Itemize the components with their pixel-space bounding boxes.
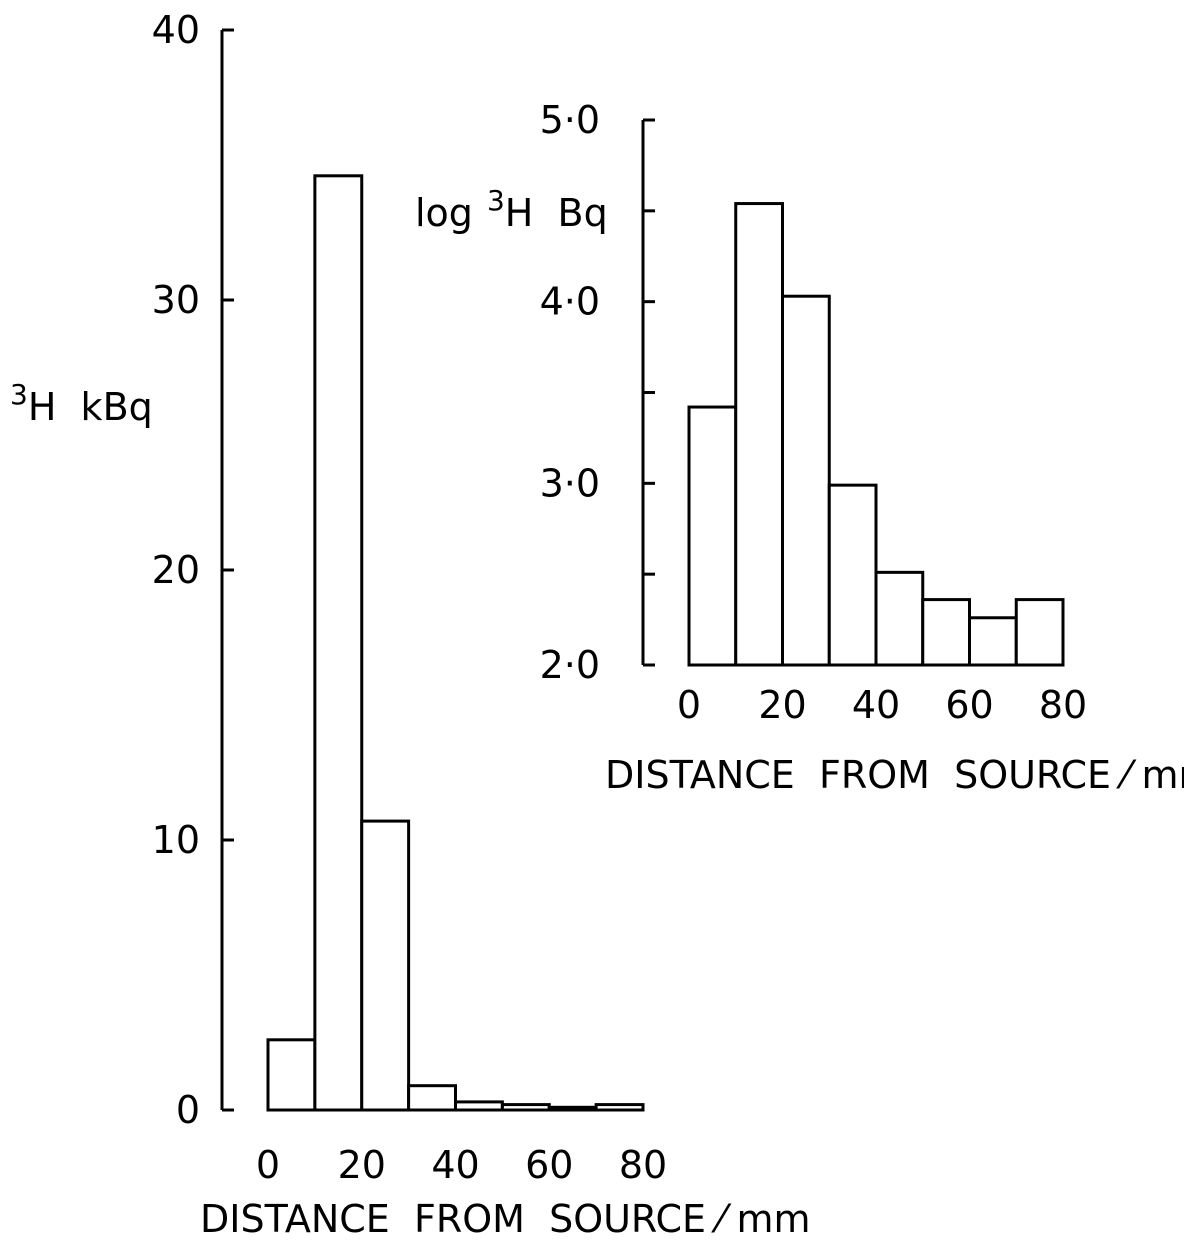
inset-y-tick-label-1: 3·0 <box>540 461 600 505</box>
main-y-axis-label-sup: 3 <box>10 378 28 411</box>
inset-bar-7 <box>1014 598 1065 667</box>
main-x-tick-label-1: 20 <box>338 1143 386 1187</box>
main-bars <box>266 174 645 1112</box>
inset-x-tick-labels: 0 20 40 60 80 <box>677 683 1087 727</box>
inset-y-tick-label-3: 5·0 <box>540 98 600 142</box>
inset-y-tick-labels: 2·0 3·0 4·0 5·0 <box>540 98 600 687</box>
inset-axes <box>641 118 1063 667</box>
inset-bar-0 <box>687 405 738 667</box>
main-x-tick-label-0: 0 <box>256 1143 280 1187</box>
inset-bar-6 <box>968 616 1018 667</box>
inset-y-tick-label-0: 2·0 <box>540 643 600 687</box>
inset-bar-4 <box>874 570 925 667</box>
inset-bar-5 <box>921 598 971 667</box>
inset-x-tick-label-3: 60 <box>945 683 993 727</box>
main-x-tick-label-4: 80 <box>619 1143 667 1187</box>
main-y-tick-label-4: 40 <box>152 8 200 52</box>
inset-x-tick-label-0: 0 <box>677 683 701 727</box>
main-bar-1 <box>313 174 364 1112</box>
inset-y-tick-label-2: 4·0 <box>540 280 600 324</box>
main-y-axis-label-text: H kBq <box>28 385 153 429</box>
main-y-axis-label: 3H kBq <box>10 378 153 429</box>
main-y-tick-label-2: 20 <box>152 548 200 592</box>
main-bar-2 <box>360 819 411 1112</box>
inset-x-tick-label-1: 20 <box>758 683 806 727</box>
inset-y-axis-label: log 3H Bq <box>415 184 608 235</box>
main-y-tick-label-3: 30 <box>152 278 200 322</box>
inset-x-tick-label-4: 80 <box>1039 683 1087 727</box>
main-x-tick-label-2: 40 <box>431 1143 479 1187</box>
main-x-tick-label-3: 60 <box>525 1143 573 1187</box>
inset-y-axis-label-text: H Bq <box>505 191 608 235</box>
inset-x-axis-label: DISTANCE FROM SOURCE ⁄ mm <box>605 753 1184 797</box>
main-y-tick-label-0: 0 <box>176 1088 200 1132</box>
main-y-tick-label-1: 10 <box>152 818 200 862</box>
main-x-axis-label: DISTANCE FROM SOURCE ⁄ mm <box>200 1197 811 1241</box>
main-y-tick-labels: 0 10 20 30 40 <box>152 8 200 1132</box>
inset-y-axis-label-prefix: log <box>415 191 473 235</box>
inset-bar-3 <box>827 483 878 667</box>
main-x-tick-labels: 0 20 40 60 80 <box>256 1143 667 1187</box>
inset-bar-2 <box>781 294 831 667</box>
inset-bars <box>687 202 1065 667</box>
main-bar-3 <box>407 1084 457 1112</box>
main-bar-0 <box>266 1038 317 1112</box>
inset-bar-1 <box>734 202 784 667</box>
inset-y-axis-label-sup: 3 <box>487 184 505 217</box>
inset-histogram: 2·0 3·0 4·0 5·0 0 20 40 60 80 log 3H Bq DISTANCE… <box>415 98 1184 797</box>
main-axes <box>220 28 643 1112</box>
inset-x-tick-label-2: 40 <box>852 683 900 727</box>
